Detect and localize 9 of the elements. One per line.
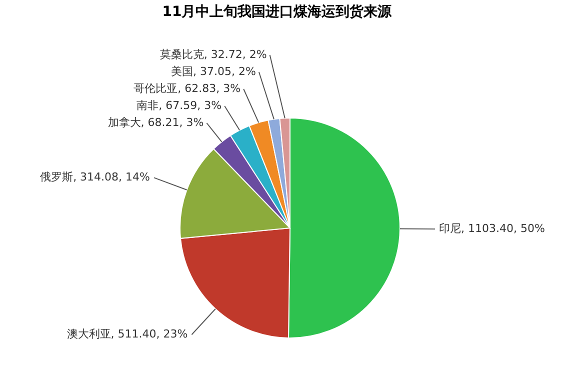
slice-label: 南非, 67.59, 3%: [136, 99, 222, 112]
slice-label: 哥伦比亚, 62.83, 3%: [134, 82, 241, 95]
slice-label: 澳大利亚, 511.40, 23%: [66, 328, 188, 341]
slice-label: 美国, 37.05, 2%: [171, 65, 256, 78]
slice-label: 莫桑比克, 32.72, 2%: [160, 48, 267, 61]
slice-label: 加拿大, 68.21, 3%: [108, 116, 204, 129]
slice-label: 印尼, 1103.40, 50%: [438, 222, 545, 235]
slice-label: 俄罗斯, 314.08, 14%: [40, 170, 150, 184]
chart-title: 11月中上旬我国进口煤海运到货来源: [162, 4, 393, 20]
